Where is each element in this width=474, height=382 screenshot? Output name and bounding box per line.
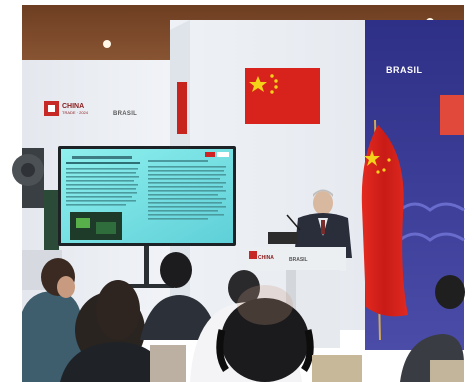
wall-china-logo-subtext: TRADE · 2024 — [62, 110, 89, 115]
podium-brasil-logo-text: BRASIL — [289, 257, 308, 263]
china-flag-wall — [245, 68, 320, 124]
laptop — [268, 232, 298, 244]
china-flag-standing — [361, 119, 408, 341]
audience — [22, 252, 465, 382]
podium-china-logo-text: CHINA — [258, 255, 274, 261]
ceiling-light — [103, 40, 111, 48]
wall-china-logo-text: CHINA — [62, 103, 85, 110]
left-equipment — [12, 148, 59, 250]
speaker — [286, 189, 352, 258]
red-banner — [177, 82, 187, 134]
wall-brasil-logo-text: BRASIL — [113, 111, 138, 117]
presentation-screen — [58, 146, 236, 288]
podium-china-icon — [249, 251, 257, 259]
backdrop-red-logo — [440, 95, 464, 135]
backdrop-brasil-logo-text: BRASIL — [386, 65, 423, 75]
